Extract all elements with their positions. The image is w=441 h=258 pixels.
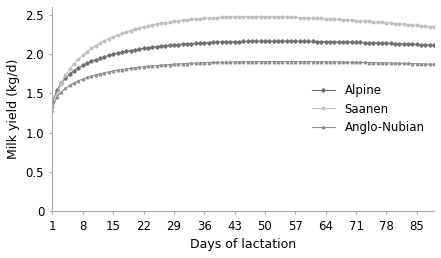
Alpine	[431, 44, 437, 47]
Anglo-Nubian	[392, 62, 398, 65]
Line: Alpine: Alpine	[51, 40, 435, 103]
Saanen	[50, 110, 55, 113]
Anglo-Nubian	[97, 72, 103, 75]
X-axis label: Days of lactation: Days of lactation	[190, 238, 296, 251]
Alpine	[97, 57, 103, 60]
Saanen	[392, 22, 398, 25]
Saanen	[197, 17, 202, 20]
Anglo-Nubian	[431, 63, 437, 66]
Saanen	[431, 26, 437, 29]
Alpine	[275, 40, 280, 43]
Alpine	[128, 49, 133, 52]
Saanen	[245, 15, 250, 18]
Anglo-Nubian	[50, 104, 55, 108]
Saanen	[128, 29, 133, 32]
Alpine	[392, 42, 398, 45]
Anglo-Nubian	[245, 60, 250, 63]
Alpine	[245, 40, 250, 43]
Anglo-Nubian	[197, 61, 202, 64]
Alpine	[89, 60, 94, 63]
Saanen	[254, 15, 259, 18]
Y-axis label: Milk yield (kg/d): Milk yield (kg/d)	[7, 59, 20, 159]
Saanen	[97, 42, 103, 45]
Anglo-Nubian	[89, 75, 94, 78]
Saanen	[89, 47, 94, 50]
Alpine	[50, 100, 55, 103]
Alpine	[197, 42, 202, 45]
Legend: Alpine, Saanen, Anglo-Nubian: Alpine, Saanen, Anglo-Nubian	[308, 80, 428, 138]
Line: Saanen: Saanen	[51, 15, 435, 112]
Anglo-Nubian	[280, 60, 285, 63]
Anglo-Nubian	[128, 67, 133, 70]
Line: Anglo-Nubian: Anglo-Nubian	[51, 60, 435, 107]
